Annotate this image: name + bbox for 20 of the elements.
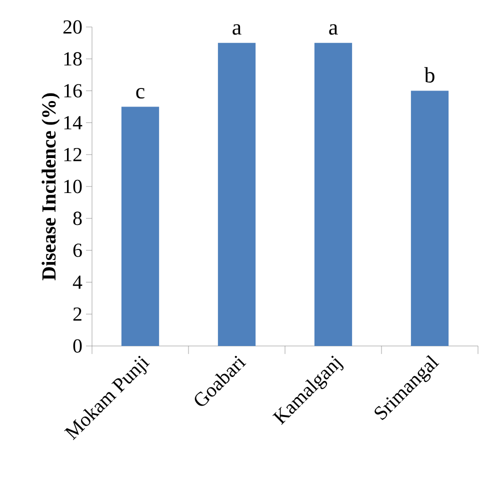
bar xyxy=(410,90,449,346)
y-axis-title: Disease Incidence (%) xyxy=(42,93,60,280)
y-tick-label: 2 xyxy=(73,307,82,321)
y-tick-label: 10 xyxy=(64,180,82,194)
y-tick-label: 0 xyxy=(73,339,82,353)
bar xyxy=(218,42,256,346)
y-tick-label: 4 xyxy=(72,276,82,289)
annotation: c xyxy=(136,88,144,99)
y-tick-label: 20 xyxy=(63,20,82,34)
annotation: a xyxy=(232,24,242,35)
y-tick-label: 18 xyxy=(64,52,82,66)
bar xyxy=(121,106,160,346)
y-tick-label: 12 xyxy=(64,148,82,162)
y-tick-label: 6 xyxy=(73,244,82,257)
bar xyxy=(314,42,352,346)
y-tick-label: 14 xyxy=(64,116,82,130)
y-tick-label: 8 xyxy=(73,212,82,226)
annotation: b xyxy=(424,67,434,83)
y-tick-label: 16 xyxy=(64,84,82,98)
annotation: a xyxy=(329,24,338,35)
